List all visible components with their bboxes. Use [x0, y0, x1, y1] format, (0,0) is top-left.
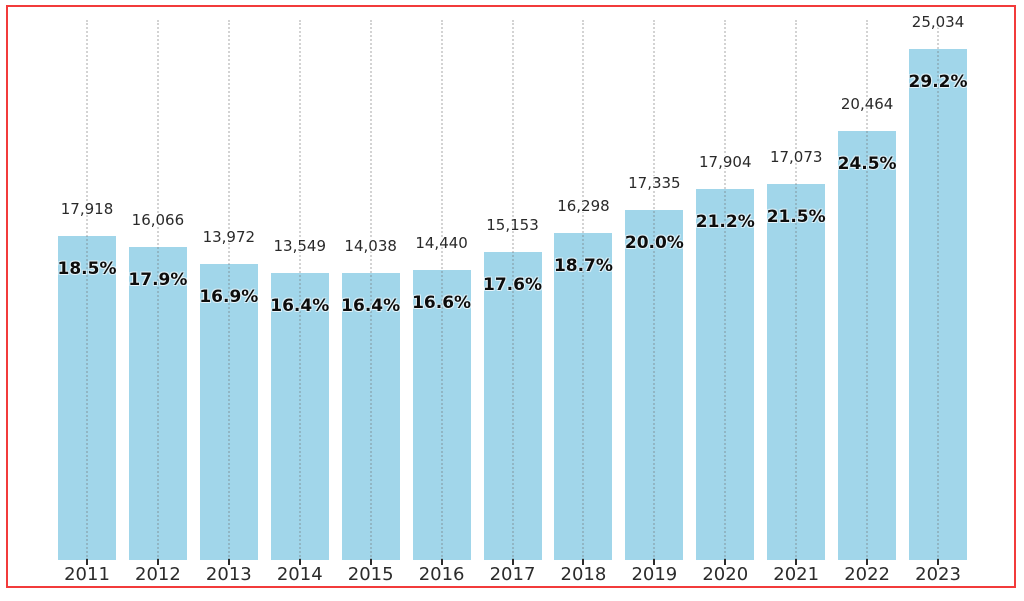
- bar: [270, 273, 329, 560]
- gridline: [511, 20, 514, 560]
- bar-value-label: 17,904: [699, 153, 752, 171]
- bar-percent-label: 18.7%: [553, 255, 613, 276]
- bar-value-label: 17,073: [769, 147, 823, 166]
- x-axis-tick: [511, 559, 514, 565]
- bar-value-label: 13,972: [202, 228, 256, 247]
- bar-percent-label: 21.2%: [695, 212, 755, 232]
- gridline: [795, 20, 798, 560]
- bar: [341, 273, 400, 560]
- x-axis-tick: [582, 559, 585, 565]
- bar-percent-label: 17.6%: [483, 275, 542, 295]
- bar-percent-label: 16.4%: [341, 296, 401, 316]
- bar-value-label: 15,153: [486, 216, 539, 234]
- x-axis-label: 2021: [773, 564, 820, 585]
- bar-percent-label: 20.0%: [624, 233, 684, 253]
- gridline: [866, 20, 869, 560]
- gridline: [582, 20, 585, 560]
- x-axis-tick: [866, 559, 869, 565]
- x-axis-tick: [156, 559, 159, 565]
- x-axis-tick: [227, 559, 230, 565]
- bar-value-label: 20,464: [840, 95, 894, 114]
- bar-value-label: 14,440: [415, 233, 468, 252]
- bar-value-label: 14,038: [344, 237, 397, 255]
- gridline: [227, 20, 230, 560]
- bar-percent-label: 17.9%: [128, 269, 188, 290]
- gridline: [369, 20, 372, 560]
- x-axis-label: 2022: [844, 564, 891, 585]
- x-axis-label: 2016: [418, 564, 465, 585]
- bar: [483, 252, 542, 560]
- bar: [909, 49, 968, 560]
- x-axis-tick: [369, 559, 372, 565]
- x-axis-label: 2012: [135, 564, 181, 585]
- x-axis-label: 2018: [560, 564, 607, 585]
- bar-percent-label: 18.5%: [57, 259, 117, 280]
- x-axis-label: 2020: [702, 564, 749, 585]
- bar-value-label: 25,034: [911, 13, 965, 31]
- gridline: [724, 20, 727, 560]
- gridline: [298, 20, 301, 560]
- bar: [696, 189, 755, 560]
- x-axis-label: 2011: [64, 564, 110, 585]
- x-axis-label: 2023: [915, 564, 961, 585]
- x-axis-tick: [795, 559, 798, 565]
- bar-value-label: 13,549: [273, 237, 327, 255]
- bar-percent-label: 24.5%: [837, 154, 897, 175]
- bar-percent-label: 16.9%: [199, 287, 259, 308]
- bar-value-label: 16,066: [131, 210, 185, 229]
- gridline: [156, 20, 159, 560]
- x-axis-label: 2014: [276, 564, 323, 585]
- x-axis-label: 2015: [347, 564, 394, 585]
- gridline: [937, 20, 940, 560]
- bar: [625, 210, 684, 560]
- x-axis-tick: [937, 559, 940, 565]
- x-axis-label: 2013: [205, 564, 252, 585]
- bar: [554, 232, 613, 560]
- x-axis-label: 2017: [489, 564, 536, 585]
- gridline: [653, 20, 656, 560]
- x-axis-tick: [86, 559, 88, 565]
- bar-value-label: 17,918: [60, 200, 114, 219]
- bar: [838, 131, 897, 560]
- bar: [767, 183, 826, 560]
- bar-value-label: 16,298: [557, 196, 610, 215]
- bar-value-label: 17,335: [628, 174, 681, 192]
- bar-percent-label: 29.2%: [908, 72, 968, 92]
- bar-percent-label: 16.6%: [412, 292, 472, 313]
- bar: [128, 246, 187, 560]
- x-axis-tick: [298, 559, 301, 565]
- x-axis-label: 2019: [631, 564, 678, 585]
- x-axis-tick: [653, 559, 656, 565]
- bar: [58, 236, 116, 560]
- bar: [199, 264, 258, 560]
- bar-percent-label: 16.4%: [270, 296, 330, 316]
- gridline: [440, 20, 443, 560]
- gridline: [86, 20, 88, 560]
- bar-percent-label: 21.5%: [766, 206, 826, 227]
- bar: [412, 269, 471, 560]
- x-axis-tick: [724, 559, 727, 565]
- x-axis-tick: [440, 559, 443, 565]
